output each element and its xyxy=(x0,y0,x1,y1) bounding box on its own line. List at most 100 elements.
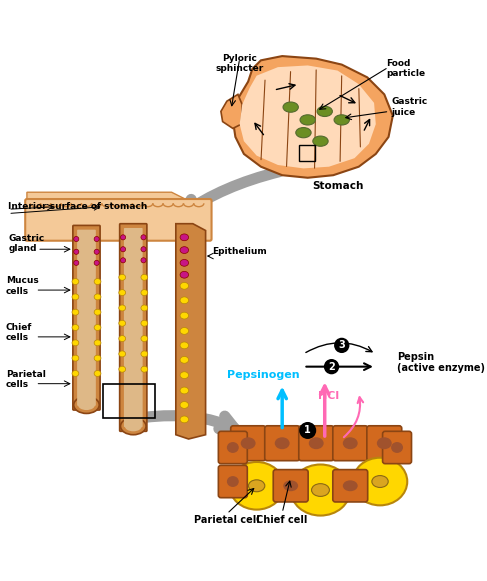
Text: Mucus
cells: Mucus cells xyxy=(6,276,38,296)
Ellipse shape xyxy=(72,325,79,331)
Ellipse shape xyxy=(334,115,349,125)
Ellipse shape xyxy=(94,355,101,361)
Ellipse shape xyxy=(180,342,188,349)
Text: HCl: HCl xyxy=(318,392,339,401)
Bar xyxy=(104,383,154,418)
Text: Chief
cells: Chief cells xyxy=(6,323,32,342)
FancyBboxPatch shape xyxy=(25,199,211,241)
Text: Parietal cell: Parietal cell xyxy=(194,515,260,525)
Ellipse shape xyxy=(317,106,333,117)
Ellipse shape xyxy=(141,351,148,357)
FancyBboxPatch shape xyxy=(265,426,300,461)
Ellipse shape xyxy=(377,437,392,449)
Polygon shape xyxy=(221,94,242,128)
FancyBboxPatch shape xyxy=(218,431,247,464)
Ellipse shape xyxy=(180,247,188,253)
Ellipse shape xyxy=(343,437,357,449)
Ellipse shape xyxy=(141,305,148,311)
Bar xyxy=(299,145,315,161)
Ellipse shape xyxy=(180,328,188,334)
Ellipse shape xyxy=(227,476,239,487)
Ellipse shape xyxy=(125,421,142,431)
Circle shape xyxy=(141,235,146,240)
Polygon shape xyxy=(176,224,206,439)
Ellipse shape xyxy=(296,128,311,138)
Text: Interior surface of stomach: Interior surface of stomach xyxy=(8,202,148,211)
Circle shape xyxy=(141,247,146,252)
Ellipse shape xyxy=(141,336,148,342)
Ellipse shape xyxy=(275,437,290,449)
Ellipse shape xyxy=(248,480,265,492)
Ellipse shape xyxy=(94,278,101,285)
Circle shape xyxy=(74,249,79,254)
Ellipse shape xyxy=(72,355,79,361)
FancyBboxPatch shape xyxy=(73,225,100,410)
FancyBboxPatch shape xyxy=(367,426,402,461)
FancyBboxPatch shape xyxy=(231,426,265,461)
Circle shape xyxy=(94,260,99,266)
Ellipse shape xyxy=(313,136,328,146)
Ellipse shape xyxy=(72,371,79,376)
Circle shape xyxy=(120,258,126,263)
Text: 1: 1 xyxy=(304,425,311,436)
Ellipse shape xyxy=(94,294,101,300)
Ellipse shape xyxy=(119,351,126,357)
Ellipse shape xyxy=(180,356,188,363)
Ellipse shape xyxy=(119,320,126,327)
Ellipse shape xyxy=(180,234,188,241)
Ellipse shape xyxy=(291,464,350,515)
Polygon shape xyxy=(27,192,206,231)
Ellipse shape xyxy=(283,102,299,112)
Polygon shape xyxy=(233,56,393,178)
Ellipse shape xyxy=(180,401,188,408)
Ellipse shape xyxy=(180,372,188,379)
Text: Chief cell: Chief cell xyxy=(257,515,308,525)
Ellipse shape xyxy=(141,274,148,280)
Ellipse shape xyxy=(94,340,101,346)
FancyBboxPatch shape xyxy=(120,224,147,431)
FancyBboxPatch shape xyxy=(218,465,247,498)
FancyBboxPatch shape xyxy=(299,426,334,461)
Ellipse shape xyxy=(94,325,101,331)
Ellipse shape xyxy=(309,437,324,449)
Ellipse shape xyxy=(119,290,126,296)
Ellipse shape xyxy=(119,305,126,311)
Text: Epithelium: Epithelium xyxy=(212,248,267,256)
Ellipse shape xyxy=(312,483,329,496)
Ellipse shape xyxy=(227,442,239,453)
Ellipse shape xyxy=(141,366,148,372)
Ellipse shape xyxy=(283,480,298,491)
Text: 3: 3 xyxy=(338,340,345,350)
Text: Parietal
cells: Parietal cells xyxy=(6,370,45,389)
Circle shape xyxy=(94,249,99,254)
FancyBboxPatch shape xyxy=(383,431,412,464)
Ellipse shape xyxy=(119,274,126,280)
Circle shape xyxy=(120,247,126,252)
Ellipse shape xyxy=(180,282,188,289)
Ellipse shape xyxy=(141,320,148,327)
Ellipse shape xyxy=(94,309,101,315)
Text: Stomach: Stomach xyxy=(312,181,363,191)
Text: Pepsinogen: Pepsinogen xyxy=(227,370,300,380)
FancyBboxPatch shape xyxy=(333,426,368,461)
Ellipse shape xyxy=(120,418,146,435)
Ellipse shape xyxy=(119,336,126,342)
Circle shape xyxy=(324,359,339,374)
Ellipse shape xyxy=(74,396,99,414)
Circle shape xyxy=(299,422,316,439)
Ellipse shape xyxy=(180,271,188,278)
FancyBboxPatch shape xyxy=(333,469,368,502)
Text: Gastric
juice: Gastric juice xyxy=(391,98,428,117)
Ellipse shape xyxy=(372,476,388,487)
FancyBboxPatch shape xyxy=(77,229,96,406)
Circle shape xyxy=(74,260,79,266)
Ellipse shape xyxy=(300,115,316,125)
Ellipse shape xyxy=(94,371,101,376)
Ellipse shape xyxy=(72,278,79,285)
Circle shape xyxy=(334,338,349,353)
Ellipse shape xyxy=(180,297,188,304)
Circle shape xyxy=(120,235,126,240)
Ellipse shape xyxy=(180,260,188,266)
Circle shape xyxy=(141,258,146,263)
Text: 2: 2 xyxy=(328,361,335,372)
